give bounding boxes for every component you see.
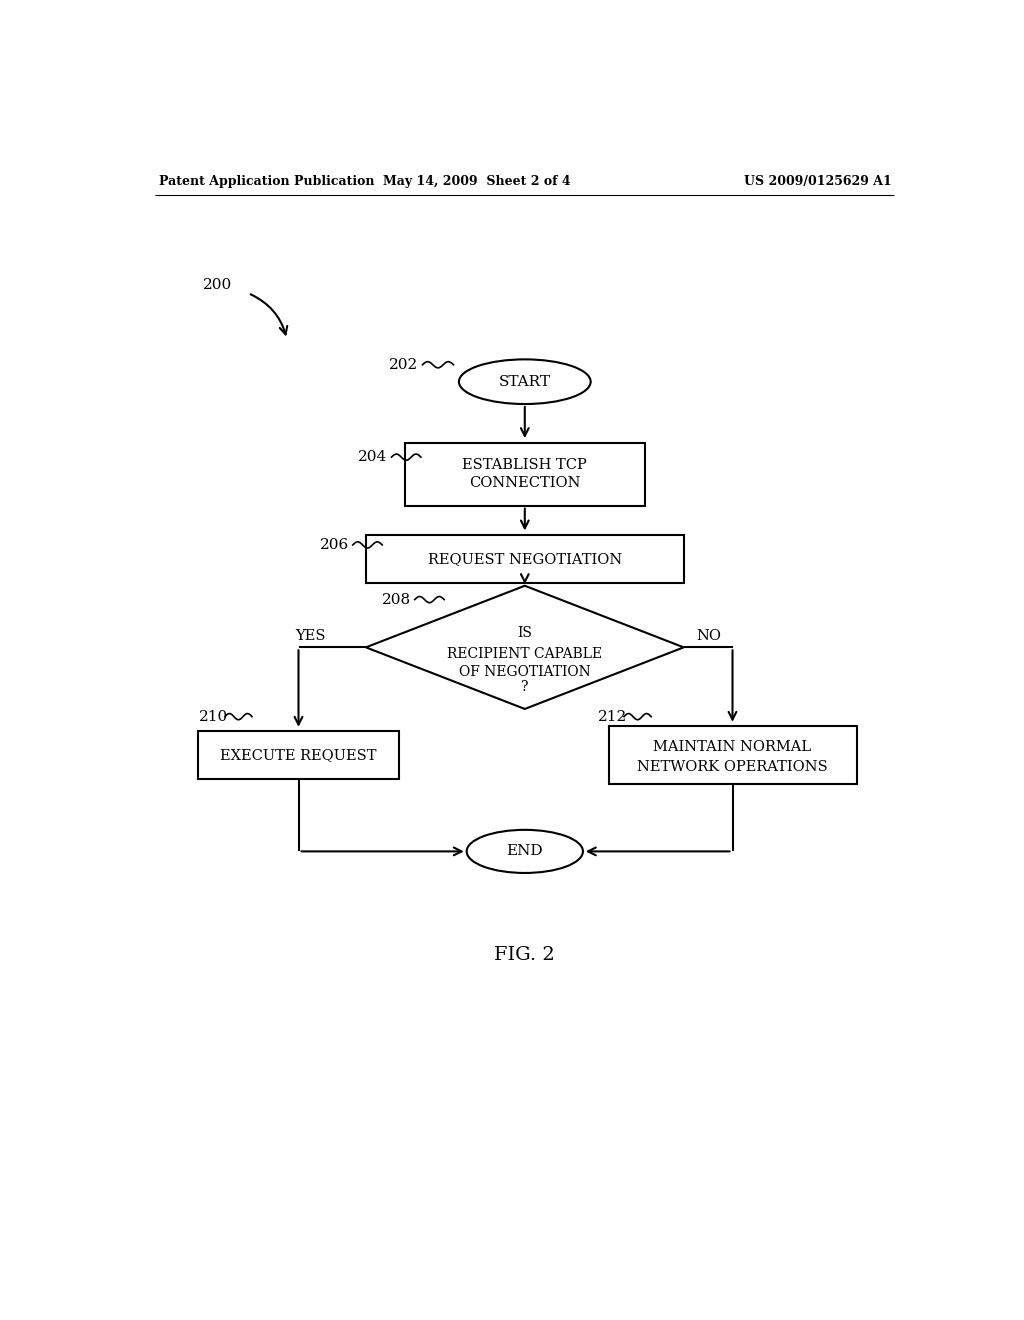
Text: US 2009/0125629 A1: US 2009/0125629 A1 [743, 176, 891, 187]
Polygon shape [366, 586, 684, 709]
Text: 200: 200 [203, 279, 231, 293]
Text: REQUEST NEGOTIATION: REQUEST NEGOTIATION [428, 552, 622, 566]
Text: NO: NO [696, 628, 722, 643]
Bar [198, 731, 399, 779]
Text: YES: YES [295, 628, 326, 643]
Bar [608, 726, 856, 784]
Text: 212: 212 [598, 710, 627, 723]
Text: IS: IS [517, 627, 532, 640]
Text: FIG. 2: FIG. 2 [495, 946, 555, 965]
Text: RECIPIENT CAPABLE: RECIPIENT CAPABLE [447, 647, 602, 660]
Text: START: START [499, 375, 551, 388]
Text: 204: 204 [358, 450, 388, 465]
Ellipse shape [467, 830, 583, 873]
Text: 206: 206 [319, 539, 349, 552]
Text: ESTABLISH TCP
CONNECTION: ESTABLISH TCP CONNECTION [463, 458, 587, 490]
Ellipse shape [459, 359, 591, 404]
Text: END: END [507, 845, 543, 858]
Text: EXECUTE REQUEST: EXECUTE REQUEST [220, 748, 377, 762]
Bar [404, 442, 645, 506]
Text: 208: 208 [382, 593, 411, 607]
Text: May 14, 2009  Sheet 2 of 4: May 14, 2009 Sheet 2 of 4 [383, 176, 570, 187]
Text: OF NEGOTIATION: OF NEGOTIATION [459, 665, 591, 678]
Text: 210: 210 [199, 710, 228, 723]
Text: 202: 202 [389, 358, 419, 372]
Text: Patent Application Publication: Patent Application Publication [159, 176, 375, 187]
Bar [366, 535, 684, 582]
Text: ?: ? [521, 680, 528, 694]
Text: NETWORK OPERATIONS: NETWORK OPERATIONS [637, 760, 827, 774]
Text: MAINTAIN NORMAL: MAINTAIN NORMAL [653, 741, 812, 755]
